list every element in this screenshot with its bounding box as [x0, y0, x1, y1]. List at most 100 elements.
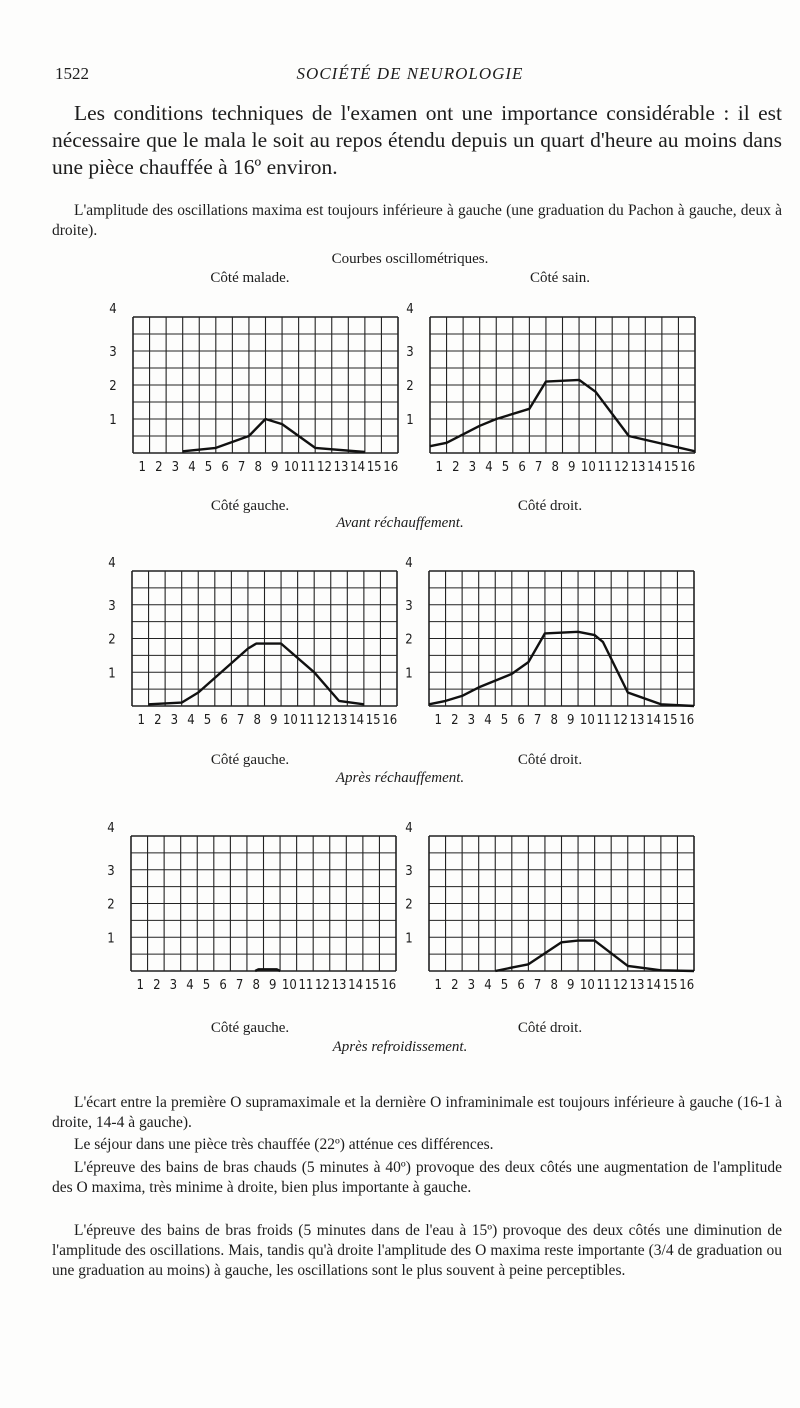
amplitude-paragraph: L'amplitude des oscillations maxima est …	[52, 202, 782, 239]
x-tick-label: 13	[630, 978, 645, 993]
x-tick-label: 11	[299, 713, 314, 728]
side-label-gauche: Côté gauche.	[210, 752, 290, 768]
x-tick-label: 6	[517, 713, 524, 728]
x-tick-label: 12	[317, 460, 332, 475]
y-tick-label: 1	[107, 931, 114, 946]
x-tick-label: 7	[534, 978, 541, 993]
paragraph-ecart: L'écart entre la première O supramaximal…	[52, 1094, 782, 1131]
x-tick-label: 5	[205, 460, 212, 475]
oscillometric-curve	[429, 378, 696, 453]
col-head-sain: Côté sain.	[530, 270, 590, 286]
paragraph-bains-froids: L'épreuve des bains de bras froids (5 mi…	[52, 1222, 782, 1279]
x-tick-label: 16	[679, 978, 694, 993]
running-title: SOCIÉTÉ DE NEUROLOGIE	[296, 64, 524, 83]
x-tick-label: 6	[221, 460, 228, 475]
x-tick-label: 8	[550, 713, 557, 728]
x-tick-label: 11	[596, 713, 611, 728]
y-tick-label: 4	[107, 821, 114, 836]
x-tick-label: 2	[452, 460, 459, 475]
x-tick-label: 9	[271, 460, 278, 475]
x-tick-label: 12	[316, 713, 331, 728]
section-title-apres-rechauffement: Après réchauffement.	[335, 770, 465, 786]
x-tick-label: 5	[501, 978, 508, 993]
y-tick-label: 2	[405, 898, 412, 913]
intro-paragraph: Les conditions techniques de l'examen on…	[52, 101, 782, 179]
x-tick-label: 11	[597, 460, 612, 475]
x-tick-label: 13	[334, 460, 349, 475]
x-tick-label: 12	[614, 460, 629, 475]
x-tick-label: 13	[333, 713, 348, 728]
x-tick-label: 4	[485, 460, 492, 475]
y-tick-label: 3	[405, 864, 412, 879]
x-tick-label: 1	[139, 460, 146, 475]
x-tick-label: 10	[580, 713, 595, 728]
x-tick-label: 14	[647, 460, 662, 475]
x-tick-label: 7	[534, 713, 541, 728]
y-tick-label: 1	[108, 666, 115, 681]
x-tick-label: 1	[435, 713, 442, 728]
x-tick-label: 9	[270, 713, 277, 728]
page-number: 1522	[55, 64, 89, 83]
x-tick-label: 16	[381, 978, 396, 993]
x-tick-label: 7	[535, 460, 542, 475]
x-tick-label: 14	[646, 978, 661, 993]
x-tick-label: 8	[550, 978, 557, 993]
x-tick-label: 13	[332, 978, 347, 993]
x-tick-label: 13	[631, 460, 646, 475]
oscillometric-curve	[148, 642, 365, 706]
x-tick-label: 4	[188, 460, 195, 475]
oscillometric-curve	[428, 630, 695, 708]
x-tick-label: 4	[187, 713, 194, 728]
y-tick-label: 2	[107, 898, 114, 913]
x-tick-label: 2	[451, 713, 458, 728]
x-tick-label: 9	[567, 713, 574, 728]
y-tick-label: 2	[406, 379, 413, 394]
x-tick-label: 12	[613, 713, 628, 728]
x-tick-label: 8	[254, 460, 261, 475]
y-tick-label: 3	[405, 599, 412, 614]
x-tick-label: 1	[436, 460, 443, 475]
x-tick-label: 6	[517, 978, 524, 993]
x-tick-label: 15	[365, 978, 380, 993]
oscillometric-curve	[254, 968, 281, 973]
x-tick-label: 9	[568, 460, 575, 475]
x-tick-label: 5	[203, 978, 210, 993]
y-tick-label: 4	[108, 556, 115, 571]
paragraph-bains-chauds: L'épreuve des bains de bras chauds (5 mi…	[52, 1159, 782, 1196]
side-label-gauche: Côté gauche.	[210, 1020, 290, 1036]
y-tick-label: 1	[405, 931, 412, 946]
y-tick-label: 1	[109, 413, 116, 428]
x-tick-label: 14	[350, 460, 365, 475]
oscillometric-curve	[182, 417, 365, 454]
x-tick-label: 7	[238, 460, 245, 475]
oscillometric-curve	[495, 939, 695, 973]
x-tick-label: 16	[679, 713, 694, 728]
figure-title: Courbes oscillométriques.	[331, 251, 489, 267]
y-tick-label: 3	[109, 345, 116, 360]
x-tick-label: 15	[366, 713, 381, 728]
x-tick-label: 2	[154, 713, 161, 728]
x-tick-label: 11	[298, 978, 313, 993]
x-tick-label: 1	[435, 978, 442, 993]
section-title-apres-refroidissement: Après refroidissement.	[332, 1039, 468, 1055]
y-tick-label: 4	[406, 302, 413, 317]
x-tick-label: 14	[349, 713, 364, 728]
x-tick-label: 10	[283, 713, 298, 728]
side-label-droit: Côté droit.	[517, 752, 583, 768]
x-tick-label: 16	[382, 713, 397, 728]
y-tick-label: 1	[406, 413, 413, 428]
x-tick-label: 3	[172, 460, 179, 475]
side-label-droit: Côté droit.	[517, 1020, 583, 1036]
x-tick-label: 4	[484, 713, 491, 728]
y-tick-label: 2	[109, 379, 116, 394]
x-tick-label: 2	[155, 460, 162, 475]
x-tick-label: 6	[219, 978, 226, 993]
x-tick-label: 10	[282, 978, 297, 993]
y-tick-label: 4	[405, 556, 412, 571]
x-tick-label: 3	[170, 978, 177, 993]
x-tick-label: 7	[236, 978, 243, 993]
paragraph-sejour: Le séjour dans une pièce très chauffée (…	[74, 1136, 494, 1153]
x-tick-label: 14	[348, 978, 363, 993]
x-tick-label: 10	[580, 978, 595, 993]
